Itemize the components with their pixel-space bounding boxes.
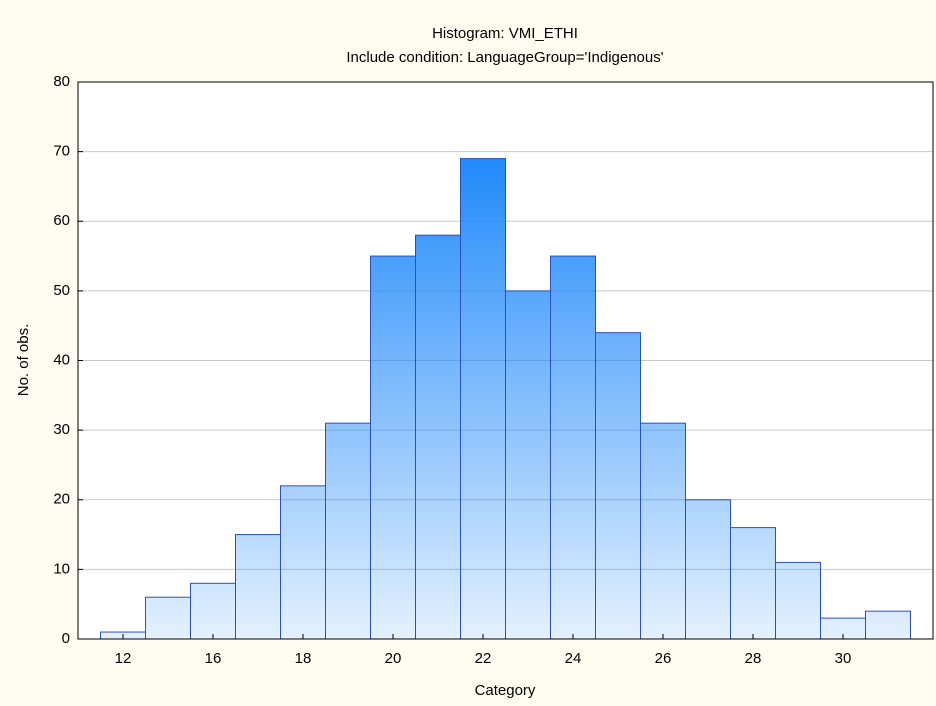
bar: [280, 485, 326, 640]
y-tick-label: 0: [62, 630, 70, 647]
bar: [190, 582, 236, 640]
x-axis-label: Category: [475, 682, 536, 699]
y-tick-label: 70: [53, 143, 70, 160]
x-tick-label: 30: [835, 650, 852, 667]
bar: [145, 596, 191, 640]
bar: [235, 534, 281, 640]
bar: [775, 561, 821, 640]
bar: [325, 422, 371, 640]
y-tick-label: 80: [53, 73, 70, 90]
x-tick-label: 26: [655, 650, 672, 667]
bar: [595, 332, 641, 640]
y-axis-label: No. of obs.: [15, 324, 32, 397]
bar: [685, 499, 731, 640]
x-tick-label: 28: [745, 650, 762, 667]
plot-border: [77, 81, 934, 640]
y-tick-label: 20: [53, 491, 70, 508]
bar: [505, 290, 551, 640]
y-tick-label: 60: [53, 212, 70, 229]
y-tick-label: 40: [53, 351, 70, 368]
x-tick-label: 12: [115, 650, 132, 667]
y-tick-label: 30: [53, 421, 70, 438]
x-tick-label: 20: [385, 650, 402, 667]
bar: [865, 610, 911, 640]
bar: [640, 422, 686, 640]
chart-title: Histogram: VMI_ETHI: [432, 25, 578, 42]
bar: [730, 527, 776, 640]
bar: [550, 255, 596, 640]
x-tick-label: 24: [565, 650, 582, 667]
chart-subtitle: Include condition: LanguageGroup='Indige…: [346, 49, 663, 66]
x-tick-label: 22: [475, 650, 492, 667]
x-tick-label: 16: [205, 650, 222, 667]
bar: [460, 158, 506, 640]
y-tick-label: 10: [53, 560, 70, 577]
bar: [370, 255, 416, 640]
x-tick-label: 18: [295, 650, 312, 667]
y-tick-label: 50: [53, 282, 70, 299]
bar: [415, 234, 461, 640]
